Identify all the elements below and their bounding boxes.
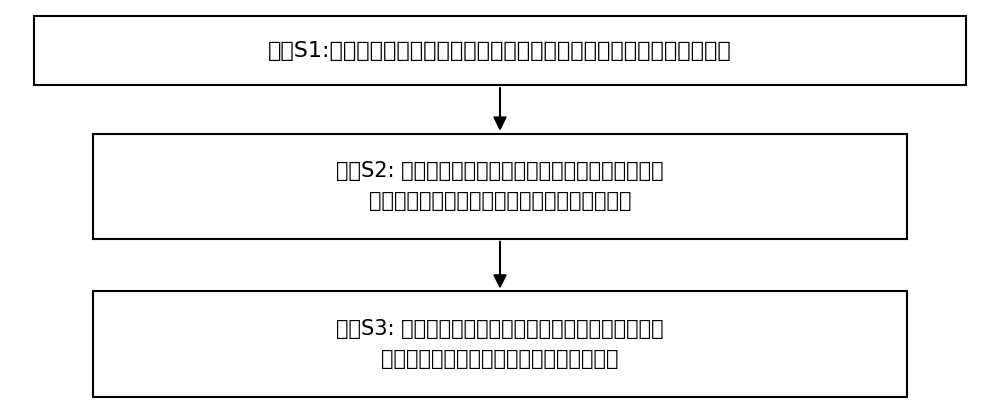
Bar: [34, 16, 966, 85]
Bar: [93, 292, 907, 397]
Text: 步骤S2: 逐次增大电流环电流，判断电机是否正常启动，: 步骤S2: 逐次增大电流环电流，判断电机是否正常启动，: [336, 161, 664, 181]
Text: 步骤S1:开启电流环，判断电机是否正常启动，若未正常启动则进入下一步骤: 步骤S1:开启电流环，判断电机是否正常启动，若未正常启动则进入下一步骤: [268, 41, 732, 61]
Text: 按相应的公式计算出电机允许运行最大电流: 按相应的公式计算出电机允许运行最大电流: [381, 349, 619, 369]
Text: 步骤S3: 根据电机正常启动时的当前设置的电流环电流，: 步骤S3: 根据电机正常启动时的当前设置的电流环电流，: [336, 319, 664, 339]
Text: 若是则进入下一步骤，否则继续增大电流环电流: 若是则进入下一步骤，否则继续增大电流环电流: [369, 192, 631, 211]
Bar: [93, 134, 907, 239]
